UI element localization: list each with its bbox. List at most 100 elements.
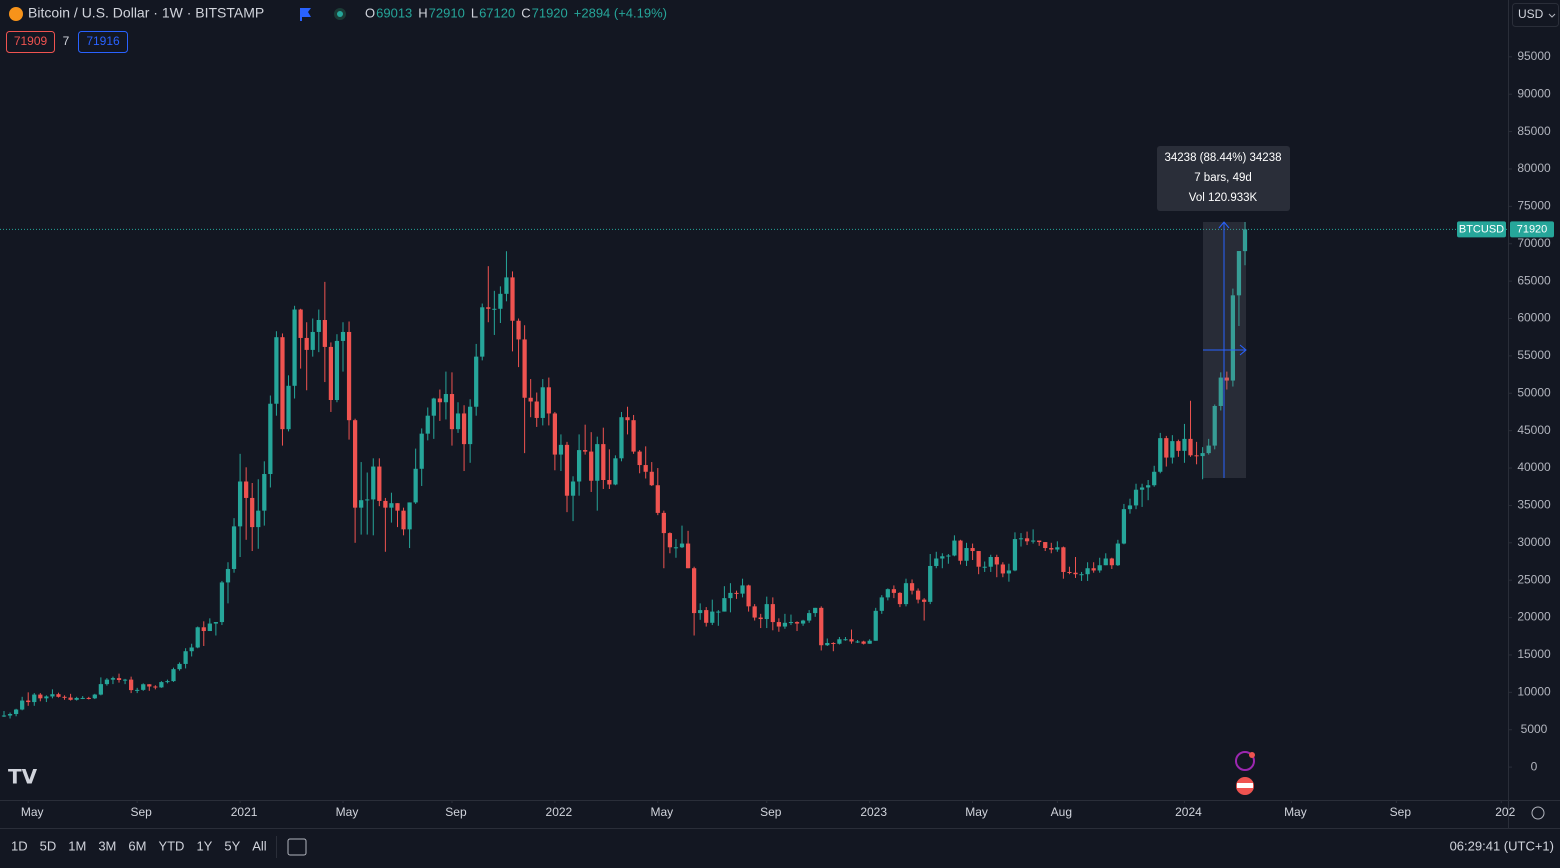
range-button[interactable]: 1Y <box>196 838 212 853</box>
candle-body <box>1103 558 1108 566</box>
symbol-label: BTCUSD <box>1459 223 1504 235</box>
candle-body <box>516 320 521 340</box>
candle-body <box>328 346 334 400</box>
candle-body <box>1024 538 1030 542</box>
candle-body <box>558 444 564 455</box>
candle-body <box>1176 441 1181 451</box>
settings-icon[interactable] <box>1531 806 1545 820</box>
x-tick-label: May <box>1284 805 1307 819</box>
candle-body <box>468 406 473 445</box>
candle-body <box>443 394 449 403</box>
candle-body <box>1049 548 1054 550</box>
event-icon[interactable] <box>1235 751 1255 771</box>
candle-body <box>219 582 225 623</box>
range-button[interactable]: YTD <box>158 838 184 853</box>
candle-body <box>728 592 733 599</box>
candle-body <box>788 622 794 624</box>
candle-body <box>1115 543 1120 566</box>
x-tick-label: May <box>21 805 44 819</box>
range-button[interactable]: 1M <box>68 838 86 853</box>
range-button[interactable]: 6M <box>128 838 146 853</box>
range-button[interactable]: All <box>252 838 267 853</box>
candle-body <box>879 597 884 611</box>
candle-body <box>56 694 61 697</box>
y-tick-label: 60000 <box>1517 311 1551 325</box>
dropdown-caret <box>1548 13 1556 18</box>
x-tick-label: 202 <box>1495 805 1515 819</box>
y-tick-label: 85000 <box>1517 124 1551 138</box>
candle-body <box>807 613 812 621</box>
x-tick-label: 2023 <box>860 805 887 819</box>
candle-body <box>377 466 382 501</box>
y-tick-label: 30000 <box>1517 535 1551 549</box>
ask-box[interactable] <box>78 31 128 53</box>
candle-body <box>304 337 309 350</box>
candle-body <box>20 700 25 710</box>
candle-body <box>734 592 739 594</box>
y-tick-label: 5000 <box>1521 722 1548 736</box>
candle-body <box>885 589 890 598</box>
x-tick-label: 2022 <box>546 805 573 819</box>
candle-body <box>770 604 775 623</box>
candle-body <box>601 444 606 480</box>
candle-body <box>994 557 999 565</box>
candle-body <box>1146 485 1151 488</box>
candle-body <box>207 623 212 632</box>
bid-box[interactable] <box>6 31 55 53</box>
candle-body <box>722 598 727 612</box>
calendar-icon[interactable] <box>287 838 307 856</box>
y-tick-label: 50000 <box>1517 385 1551 399</box>
candle-body <box>595 444 600 481</box>
candle-body <box>498 293 503 309</box>
candle-body <box>825 642 830 646</box>
candle-body <box>685 543 691 569</box>
candle-body <box>1037 540 1042 543</box>
candle-body <box>1194 455 1199 457</box>
candle-body <box>589 451 594 481</box>
candle-body <box>782 622 788 627</box>
candle-body <box>1031 540 1036 542</box>
toolbar: 1D 5D 1M 3M 6M YTD 1Y 5Y All <box>11 838 267 853</box>
range-button[interactable]: 3M <box>98 838 116 853</box>
range-button[interactable]: 5D <box>40 838 57 853</box>
candle-body <box>576 450 582 482</box>
candle-body <box>1000 564 1005 574</box>
ohlc-value: 71920 <box>532 5 568 20</box>
measure-text: Vol 120.933K <box>1189 192 1258 204</box>
ohlc-prefix: C <box>521 5 530 20</box>
logo: 𝗧𝗩 <box>8 766 38 788</box>
candle-body <box>1006 570 1012 574</box>
x-tick-label: May <box>965 805 988 819</box>
candle-body <box>486 307 491 309</box>
candle-body <box>177 663 182 670</box>
candle-body <box>758 617 763 620</box>
candle-body <box>122 679 128 681</box>
candle-body <box>413 468 418 503</box>
flag-icon[interactable] <box>300 8 311 21</box>
candle-body <box>44 696 49 699</box>
candle-body <box>268 403 273 475</box>
chart-title: Bitcoin / U.S. Dollar · 1W · BITSTAMP <box>28 5 264 21</box>
y-tick-label: 95000 <box>1517 49 1551 63</box>
candle-body <box>1139 487 1145 490</box>
candle-body <box>1121 509 1127 544</box>
candle-body <box>431 398 436 416</box>
candle-body <box>655 485 660 513</box>
candle-body <box>74 697 79 700</box>
range-button[interactable]: 1D <box>11 838 28 853</box>
currency-dropdown[interactable] <box>1512 3 1559 27</box>
candle-body <box>794 622 800 624</box>
range-button[interactable]: 5Y <box>224 838 240 853</box>
candle-body <box>619 417 624 459</box>
candle-body <box>389 503 394 508</box>
candle-body <box>819 607 824 646</box>
measure-text: 7 bars, 49d <box>1194 172 1252 184</box>
candle-body <box>262 474 267 511</box>
candle-body <box>764 604 769 620</box>
candle-body <box>371 466 376 500</box>
candle-body <box>116 678 122 680</box>
candle-body <box>1018 538 1024 540</box>
y-tick-label: 75000 <box>1517 199 1551 213</box>
candle-body <box>740 585 745 594</box>
candle-body <box>340 331 346 341</box>
